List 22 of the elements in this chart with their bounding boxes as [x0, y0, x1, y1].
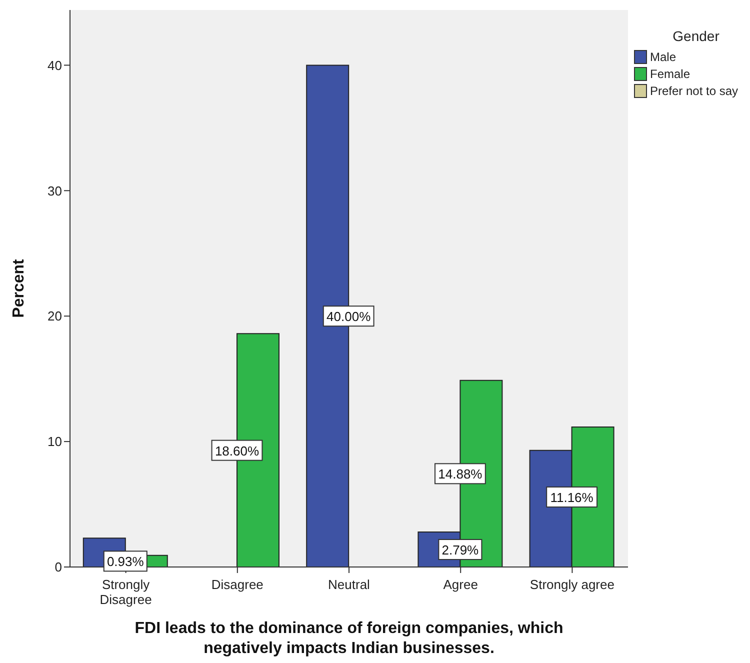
data-label: 18.60% [214, 443, 260, 458]
data-label: 40.00% [326, 309, 372, 324]
x-tick-label: Disagree [211, 577, 264, 592]
x-tick-label: Agree [443, 577, 478, 592]
y-tick-label: 10 [48, 434, 62, 450]
x-tick-label: Strongly agree [530, 577, 614, 592]
x-tick-label: Neutral [328, 577, 370, 592]
data-label: 11.16% [550, 490, 594, 505]
legend-label: Prefer not to say [650, 84, 738, 98]
y-tick-label: 0 [54, 560, 62, 575]
y-tick-label: 30 [48, 183, 62, 198]
legend-title: Gender [672, 28, 720, 44]
legend-label: Female [650, 66, 690, 80]
x-axis-title: FDI leads to the dominance of foreign companies, which negatively impacts Indian businesses. [134, 619, 564, 659]
data-label: 0.93% [106, 554, 144, 570]
y-tick-label: 40 [48, 58, 62, 73]
data-label: 2.79% [442, 542, 480, 558]
data-label: 14.88% [438, 466, 483, 482]
y-tick-label: 20 [48, 308, 62, 324]
x-tick-label: Strongly Disagree [100, 577, 152, 607]
legend-label: Male [650, 50, 676, 64]
y-axis-title: Percent [10, 258, 28, 318]
